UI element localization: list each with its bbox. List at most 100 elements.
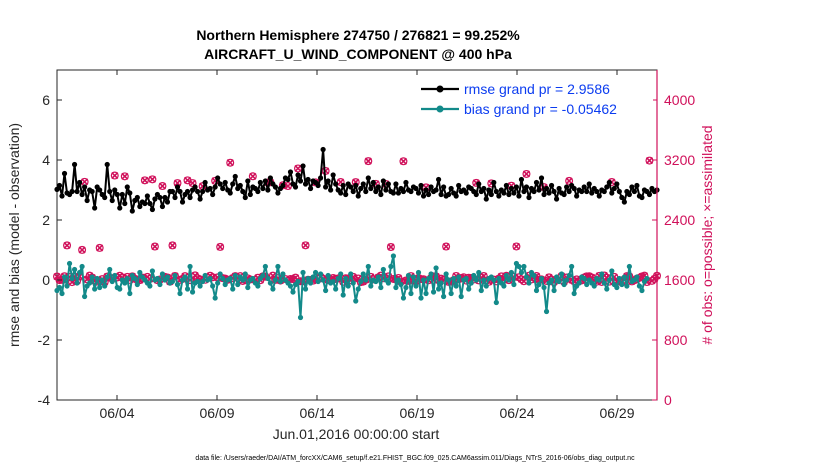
legend-bias-label: bias grand pr = -0.05462 — [464, 101, 617, 117]
rmse-point — [333, 181, 339, 187]
rmse-point — [446, 191, 452, 198]
rmse-point — [285, 176, 291, 183]
bias-point — [481, 277, 487, 283]
bias-point — [360, 271, 366, 277]
obs-possible-point — [645, 156, 654, 165]
bias-point — [132, 275, 138, 282]
obs-assimilated-point — [183, 176, 192, 184]
bias-point — [217, 271, 223, 277]
rmse-point — [486, 187, 492, 193]
y2-tick-label: 1600 — [664, 272, 695, 288]
rmse-point — [92, 205, 98, 211]
rmse-point — [355, 193, 361, 199]
rmse-point — [142, 200, 148, 207]
bias-point — [403, 284, 409, 291]
obs-assimilated-point — [442, 242, 450, 251]
rmse-point — [338, 190, 344, 196]
rmse-point — [172, 194, 178, 201]
rmse-point — [71, 161, 78, 168]
rmse-point — [541, 191, 547, 198]
rmse-point — [109, 197, 115, 204]
bias-point — [516, 263, 522, 270]
rmse-point — [194, 188, 201, 195]
rmse-point — [408, 188, 414, 195]
obs-assimilated-point — [480, 272, 488, 280]
bias-point — [496, 275, 502, 282]
rmse-point — [69, 188, 75, 195]
rmse-point — [629, 184, 635, 190]
bias-point — [112, 272, 118, 279]
obs-assimilated-point — [284, 182, 292, 190]
bias-point — [227, 275, 233, 282]
bias-point — [601, 280, 607, 286]
rmse-point — [473, 191, 479, 198]
bias-point — [61, 274, 68, 280]
bias-point — [473, 277, 479, 283]
rmse-point — [533, 179, 540, 186]
bias-point — [149, 268, 155, 274]
rmse-point — [646, 191, 653, 198]
rmse-point — [317, 175, 324, 181]
y2-tick-label: 800 — [664, 332, 688, 348]
bias-point — [312, 269, 319, 276]
bias-point — [290, 289, 296, 295]
bias-point — [287, 283, 294, 289]
rmse-point — [260, 185, 266, 192]
rmse-point — [378, 191, 384, 198]
rmse-point — [368, 185, 374, 192]
rmse-point — [543, 185, 550, 192]
rmse-point — [428, 184, 434, 190]
rmse-point — [420, 193, 427, 199]
rmse-point — [340, 182, 346, 189]
bias-point — [102, 283, 108, 289]
bias-point — [235, 281, 241, 288]
rmse-point — [526, 194, 532, 201]
bias-point — [463, 275, 469, 282]
rmse-point — [295, 172, 301, 178]
rmse-point — [564, 184, 570, 190]
bias-point — [99, 277, 105, 283]
bias-point — [79, 263, 85, 270]
chart-title: Northern Hemisphere 274750 / 276821 = 99… — [196, 27, 520, 43]
bias-point — [212, 295, 218, 301]
rmse-point — [456, 182, 462, 189]
rmse-point — [621, 199, 627, 205]
bias-point — [300, 269, 306, 276]
rmse-point — [536, 187, 542, 193]
bias-point — [220, 275, 226, 282]
bias-point — [267, 280, 273, 286]
rmse-point — [220, 185, 226, 192]
rmse-point — [491, 179, 497, 186]
rmse-point — [481, 185, 487, 192]
rmse-point — [511, 190, 517, 196]
bias-point — [644, 275, 650, 282]
obs-assimilated-point — [249, 172, 257, 180]
bias-point — [82, 293, 88, 300]
obs-assimilated-point — [96, 244, 104, 252]
rmse-point — [363, 188, 369, 195]
bias-point — [333, 286, 339, 292]
legend-box — [417, 77, 653, 118]
rmse-point — [200, 188, 206, 195]
rmse-point — [365, 175, 371, 181]
rmse-point — [548, 182, 555, 189]
bias-point — [272, 277, 279, 283]
rmse-point — [76, 179, 83, 186]
obs-assimilated-point — [512, 242, 520, 251]
rmse-series — [54, 146, 660, 214]
bias-point — [317, 271, 324, 277]
bias-point — [89, 274, 95, 280]
rmse-point — [122, 200, 128, 207]
bias-point — [270, 286, 276, 292]
obs-possible-point — [442, 242, 451, 251]
legend-bias-marker — [436, 105, 444, 113]
rmse-point — [97, 187, 103, 193]
rmse-point — [84, 197, 90, 204]
rmse-point — [574, 193, 580, 199]
bias-point — [621, 274, 627, 280]
bias-point — [343, 275, 349, 282]
rmse-point — [134, 194, 140, 201]
rmse-point — [202, 179, 208, 186]
rmse-point — [54, 186, 60, 192]
bias-point — [506, 277, 512, 283]
